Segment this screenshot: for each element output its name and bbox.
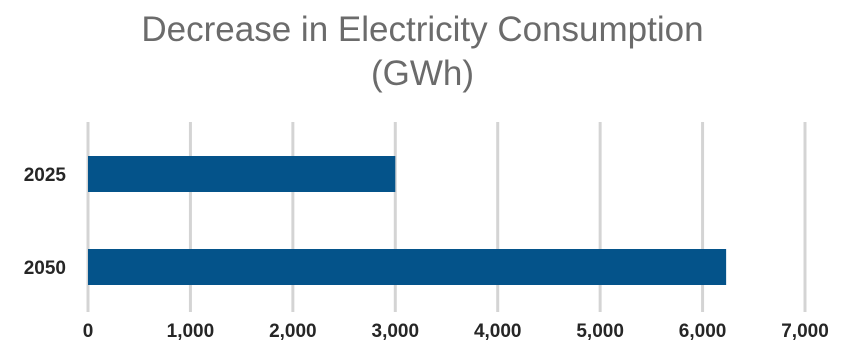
y-tick-label: 2025 — [24, 165, 67, 186]
x-tick-label: 7,000 — [781, 321, 829, 342]
x-tick-label: 4,000 — [474, 321, 522, 342]
chart-title-line-1: Decrease in Electricity Consumption — [141, 10, 704, 49]
bar — [88, 249, 727, 285]
x-tick-label: 3,000 — [372, 321, 420, 342]
x-tick-label: 1,000 — [167, 321, 215, 342]
x-tick-label: 6,000 — [679, 321, 727, 342]
bar — [88, 156, 396, 192]
x-tick-label: 2,000 — [269, 321, 317, 342]
chart-title-line-2: (GWh) — [370, 54, 475, 93]
x-tick-label: 0 — [83, 321, 94, 342]
y-tick-label: 2050 — [24, 258, 66, 279]
x-tick-label: 5,000 — [576, 321, 624, 342]
chart-title: Decrease in Electricity Consumption (GWh… — [0, 8, 845, 96]
